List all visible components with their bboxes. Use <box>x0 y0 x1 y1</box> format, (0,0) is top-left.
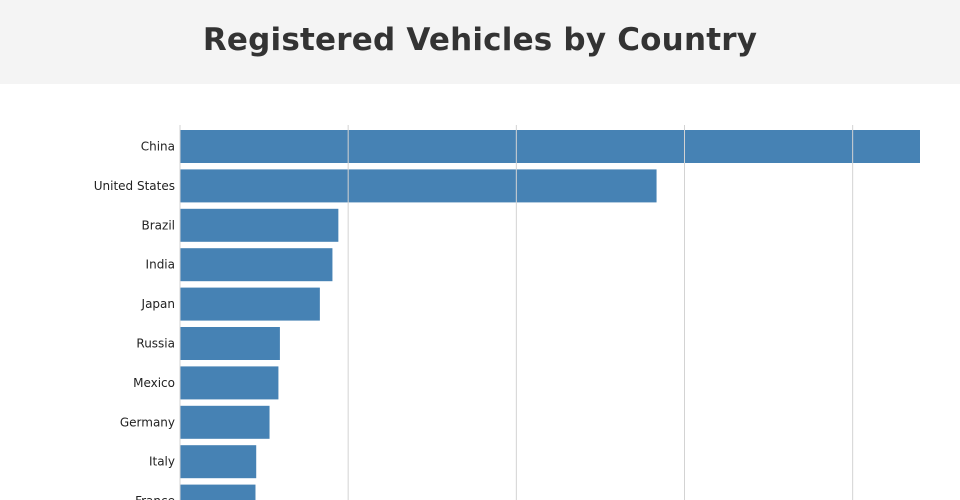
bar-mexico <box>180 366 279 400</box>
category-label: Italy <box>149 455 175 469</box>
category-label: Germany <box>120 415 175 429</box>
bar-russia <box>180 327 280 360</box>
bar-china <box>180 130 920 163</box>
bar-brazil <box>180 208 339 242</box>
bar-japan <box>180 287 320 321</box>
category-label: United States <box>94 179 175 193</box>
category-label: Russia <box>136 337 175 351</box>
bar-india <box>180 248 333 282</box>
bar-france <box>180 484 256 500</box>
category-label: India <box>146 258 175 272</box>
category-label: Japan <box>141 297 175 311</box>
bar-united-states <box>180 169 657 203</box>
category-label: Mexico <box>133 376 175 390</box>
chart-title: Registered Vehicles by Country <box>202 22 758 58</box>
chart-header: Registered Vehicles by Country <box>0 0 960 84</box>
bar-italy <box>180 445 257 479</box>
category-label: Brazil <box>142 218 176 232</box>
category-label: China <box>141 140 175 154</box>
category-label: France <box>135 494 175 500</box>
bar-germany <box>180 405 270 439</box>
bar-chart: China United States Brazil India Japan Russia… <box>94 125 920 500</box>
